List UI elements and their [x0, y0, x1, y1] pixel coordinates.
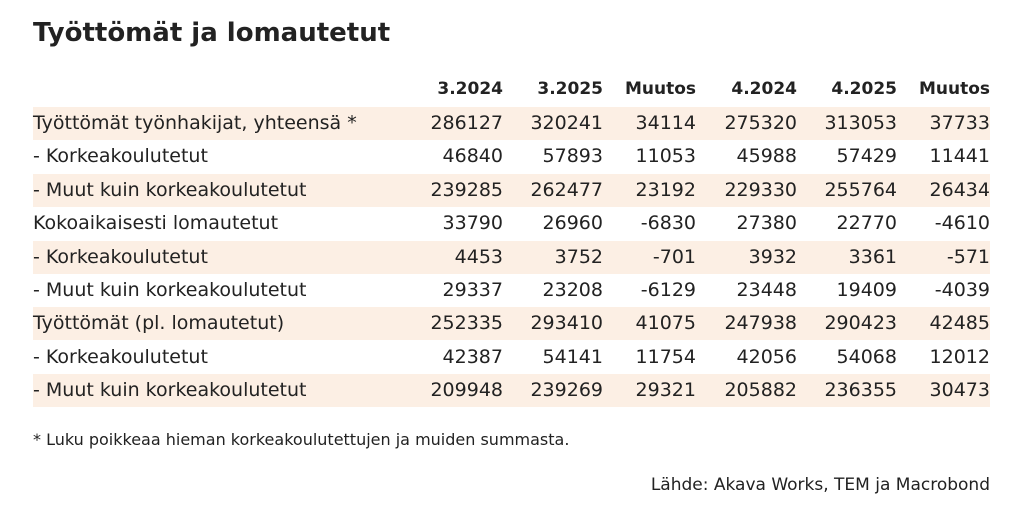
cell-value: 236355 [824, 379, 897, 402]
row-label: - Muut kuin korkeakoulutetut [33, 379, 307, 402]
cell-value: 286127 [430, 112, 503, 134]
cell-value: 42485 [929, 312, 990, 335]
footnote: * Luku poikkeaa hieman korkeakoulutettuj… [33, 430, 570, 449]
cell-value: 23208 [542, 279, 603, 301]
table-row: Työttömät työnhakijat, yhteensä * 286127 3… [33, 107, 990, 140]
column-header: 4.2024 [731, 79, 797, 99]
cell-value: 11053 [635, 145, 696, 168]
cell-value: 42056 [736, 345, 797, 368]
cell-value: 4453 [454, 245, 503, 268]
cell-value: 12012 [929, 345, 990, 368]
cell-value: 54141 [542, 345, 603, 368]
cell-value: 29321 [635, 379, 696, 402]
cell-value: 23448 [736, 279, 797, 301]
cell-value: 34114 [635, 112, 696, 134]
cell-value: 37733 [929, 112, 990, 134]
title: Työttömät ja lomautetut [33, 18, 391, 48]
table-row: - Muut kuin korkeakoulutetut 29337 23208 -6… [33, 274, 990, 307]
column-header: 4.2025 [831, 79, 897, 99]
cell-value: 255764 [824, 178, 897, 201]
row-label: Työttömät (pl. lomautetut) [33, 312, 285, 335]
table-row: - Muut kuin korkeakoulutetut 239285 262477… [33, 173, 990, 207]
row-label: - Korkeakoulutetut [33, 345, 208, 368]
table-row: - Korkeakoulutetut 4453 3752 -701 3932 3361 -5… [33, 240, 990, 274]
cell-value: 3361 [848, 245, 897, 268]
cell-value: -6830 [640, 212, 696, 235]
cell-value: 54068 [836, 345, 897, 368]
cell-value: 247938 [724, 312, 797, 335]
cell-value: 229330 [724, 178, 797, 201]
cell-value: 3932 [748, 245, 797, 268]
cell-value: 290423 [824, 312, 897, 335]
cell-value: 293410 [530, 312, 603, 335]
row-label: Työttömät työnhakijat, yhteensä * [33, 112, 357, 134]
cell-value: 29337 [442, 279, 503, 301]
cell-value: -4610 [934, 212, 990, 235]
cell-value: 239285 [430, 178, 503, 201]
table-row: Työttömät (pl. lomautetut) 252335 293410 41… [33, 307, 990, 341]
cell-value: 275320 [724, 112, 797, 134]
cell-value: 22770 [836, 212, 897, 235]
row-label: Kokoaikaisesti lomautetut [33, 212, 279, 235]
cell-value: 57893 [542, 145, 603, 168]
cell-value: 313053 [824, 112, 897, 134]
table-row: Kokoaikaisesti lomautetut 33790 26960 -6830… [33, 207, 990, 240]
row-label: - Korkeakoulutetut [33, 145, 208, 168]
table-row: - Muut kuin korkeakoulutetut 209948 239269… [33, 374, 990, 408]
cell-value: 262477 [530, 178, 603, 201]
row-label: - Korkeakoulutetut [33, 245, 208, 268]
cell-value: 23192 [635, 178, 696, 201]
cell-value: 239269 [530, 379, 603, 402]
cell-value: 320241 [530, 112, 603, 134]
cell-value: 19409 [836, 279, 897, 301]
cell-value: 33790 [442, 212, 503, 235]
column-header: Muutos [624, 79, 696, 99]
cell-value: 26960 [542, 212, 603, 235]
cell-value: 26434 [929, 178, 990, 201]
table-row: - Korkeakoulutetut 42387 54141 11754 42056 54… [33, 341, 990, 374]
cell-value: 30473 [929, 379, 990, 402]
cell-value: -4039 [934, 279, 990, 301]
column-header: Muutos [918, 79, 990, 99]
cell-value: -571 [946, 245, 990, 268]
cell-value: -701 [652, 245, 696, 268]
source: Lähde: Akava Works, TEM ja Macrobond [650, 475, 990, 495]
column-header: 3.2024 [437, 79, 503, 99]
cell-value: 252335 [430, 312, 503, 335]
cell-value: 46840 [442, 145, 503, 168]
cell-value: 205882 [724, 379, 797, 402]
cell-value: 41075 [635, 312, 696, 335]
cell-value: -6129 [640, 279, 696, 301]
cell-value: 11441 [929, 145, 990, 168]
table-row: - Korkeakoulutetut 46840 57893 11053 45988 57… [33, 140, 990, 173]
cell-value: 42387 [442, 345, 503, 368]
cell-value: 27380 [736, 212, 797, 235]
cell-value: 11754 [635, 345, 696, 368]
row-label: - Muut kuin korkeakoulutetut [33, 279, 307, 301]
cell-value: 209948 [430, 379, 503, 402]
cell-value: 3752 [554, 245, 603, 268]
row-label: - Muut kuin korkeakoulutetut [33, 178, 307, 201]
cell-value: 45988 [736, 145, 797, 168]
column-header: 3.2025 [537, 79, 603, 99]
cell-value: 57429 [836, 145, 897, 168]
